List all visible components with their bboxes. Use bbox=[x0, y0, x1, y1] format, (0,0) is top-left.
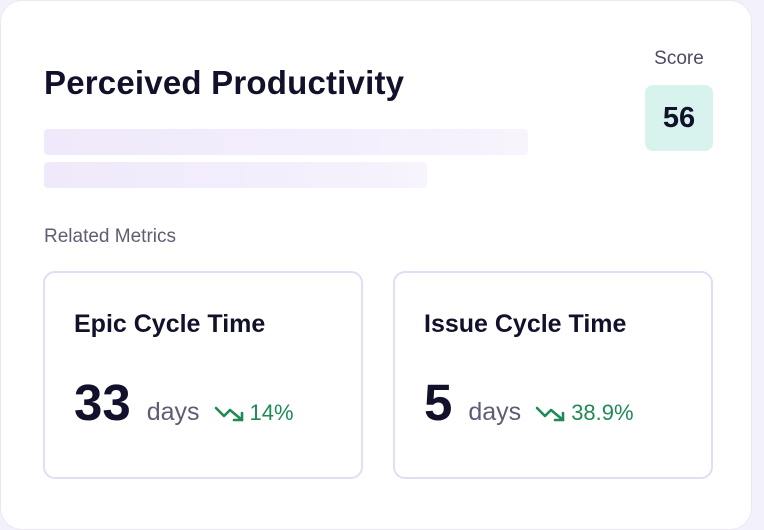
description-skeleton-line-2 bbox=[44, 162, 427, 188]
metric-value: 33 bbox=[74, 374, 131, 431]
metric-card-issue-cycle-time[interactable]: Issue Cycle Time 5 days 38.9% bbox=[393, 271, 713, 479]
metric-title: Epic Cycle Time bbox=[74, 310, 266, 338]
metric-value: 5 bbox=[424, 374, 453, 431]
metric-trend: 38.9% bbox=[535, 400, 634, 426]
score-label: Score bbox=[654, 48, 704, 69]
metric-trend: 14% bbox=[214, 400, 294, 426]
metric-value-row: 33 days 14% bbox=[74, 377, 294, 428]
metric-trend-value: 14% bbox=[249, 400, 294, 425]
card-title: Perceived Productivity bbox=[44, 64, 405, 101]
trending-down-icon bbox=[535, 406, 565, 422]
score-badge: 56 bbox=[645, 85, 713, 151]
metric-trend-value: 38.9% bbox=[571, 400, 634, 425]
metric-value-row: 5 days 38.9% bbox=[424, 377, 634, 428]
metric-title: Issue Cycle Time bbox=[424, 310, 627, 338]
related-metrics-heading: Related Metrics bbox=[44, 226, 176, 247]
metric-unit: days bbox=[146, 398, 200, 426]
trending-down-icon bbox=[214, 406, 243, 422]
metric-unit: days bbox=[468, 398, 522, 426]
description-skeleton-line-1 bbox=[44, 129, 528, 155]
metric-card-epic-cycle-time[interactable]: Epic Cycle Time 33 days 14% bbox=[43, 271, 363, 479]
